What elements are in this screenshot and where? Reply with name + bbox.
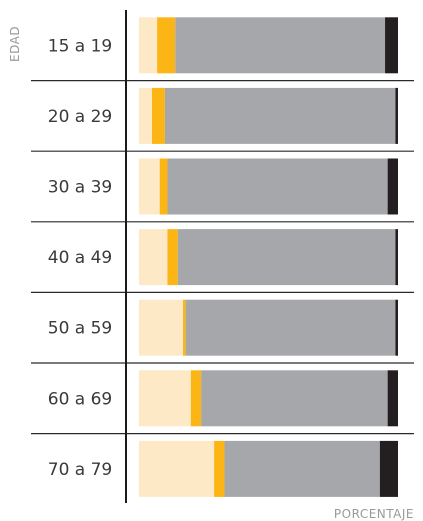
bar-segment-4-row-5 [395,299,398,356]
bar-segment-1-row-5 [139,299,184,356]
bar-segment-2-row-5 [183,299,186,356]
bar-segment-1-row-7 [139,440,215,497]
bar-segment-1-row-3 [139,158,160,215]
bar-segment-1-row-6 [139,370,191,427]
category-label: 50 a 59 [48,319,113,339]
bar-segment-2-row-7 [214,440,225,497]
bar-segment-3-row-7 [224,440,380,497]
x-axis-title: PORCENTAJE [334,507,414,521]
bar-segment-2-row-1 [157,17,176,74]
bar-segment-2-row-3 [159,158,168,215]
category-label: 70 a 79 [48,460,113,480]
bar-segment-3-row-6 [201,370,388,427]
bar-segment-3-row-2 [164,87,396,144]
row-labels-layer: 15 a 19 20 a 29 30 a 39 40 a 49 50 a 59 60 a … [48,36,113,480]
bar-segment-2-row-6 [190,370,202,427]
bar-segment-3-row-4 [177,229,396,286]
bar-segment-4-row-3 [387,158,398,215]
separators-layer [31,79,414,435]
category-label: 40 a 49 [48,248,113,268]
bar-segment-2-row-4 [167,229,178,286]
bar-segment-1-row-1 [139,17,158,74]
category-label: 15 a 19 [48,36,113,56]
bar-segment-4-row-7 [379,440,398,497]
bar-segment-4-row-6 [387,370,398,427]
bar-segment-4-row-4 [395,229,398,286]
bar-segment-3-row-3 [167,158,388,215]
bar-segment-3-row-1 [175,17,386,74]
bar-segment-1-row-4 [139,229,168,286]
category-label: 30 a 39 [48,178,113,198]
bar-segment-3-row-5 [185,299,396,356]
bar-segment-4-row-1 [385,17,398,74]
bar-segment-1-row-2 [139,87,152,144]
category-label: 60 a 69 [48,389,113,409]
bars-layer [139,17,398,497]
bar-segment-4-row-2 [395,87,398,144]
category-label: 20 a 29 [48,107,113,127]
y-axis-title: EDAD [8,26,22,62]
bar-segment-2-row-2 [151,87,165,144]
